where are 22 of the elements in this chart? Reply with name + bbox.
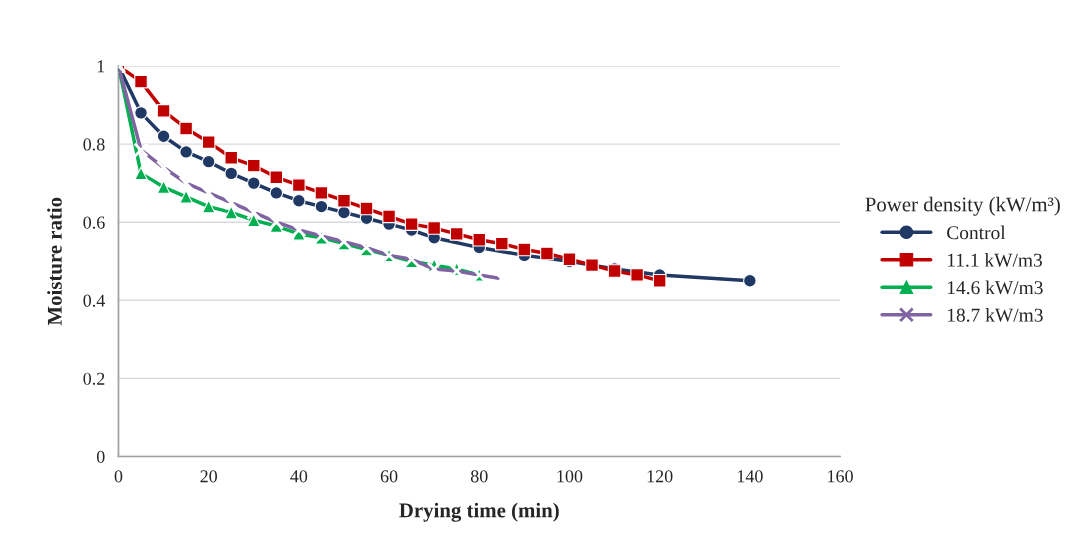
x-tick-label: 140: [737, 470, 763, 483]
legend-label: 11.1 kW/m3: [947, 253, 1042, 267]
x-tick-label: 0: [114, 470, 123, 483]
x-tick-label: 120: [647, 470, 673, 483]
x-tick-label: 100: [557, 470, 583, 483]
legend-title: Power density (kW/m³): [865, 196, 1060, 216]
y-tick-label: 0.6: [83, 216, 105, 229]
x-tick-label: 160: [828, 470, 853, 483]
x-axis-title: Drying time (min): [399, 502, 559, 522]
x-tick-label: 40: [290, 470, 308, 483]
y-tick-label: 0.8: [83, 138, 105, 151]
y-tick-label: 1: [97, 60, 105, 73]
x-tick-label: 60: [380, 470, 398, 483]
y-tick-label: 0.2: [83, 372, 105, 385]
y-tick-label: 0.4: [83, 294, 105, 307]
x-tick-label: 80: [470, 470, 488, 483]
x-tick-label: 20: [200, 470, 218, 483]
legend-label: 18.7 kW/m3: [947, 308, 1043, 322]
legend-label: 14.6 kW/m3: [947, 280, 1043, 295]
y-axis-title: Moisture ratio: [47, 197, 62, 326]
y-tick-label: 0: [96, 450, 105, 463]
legend-label: Control: [947, 225, 1006, 240]
